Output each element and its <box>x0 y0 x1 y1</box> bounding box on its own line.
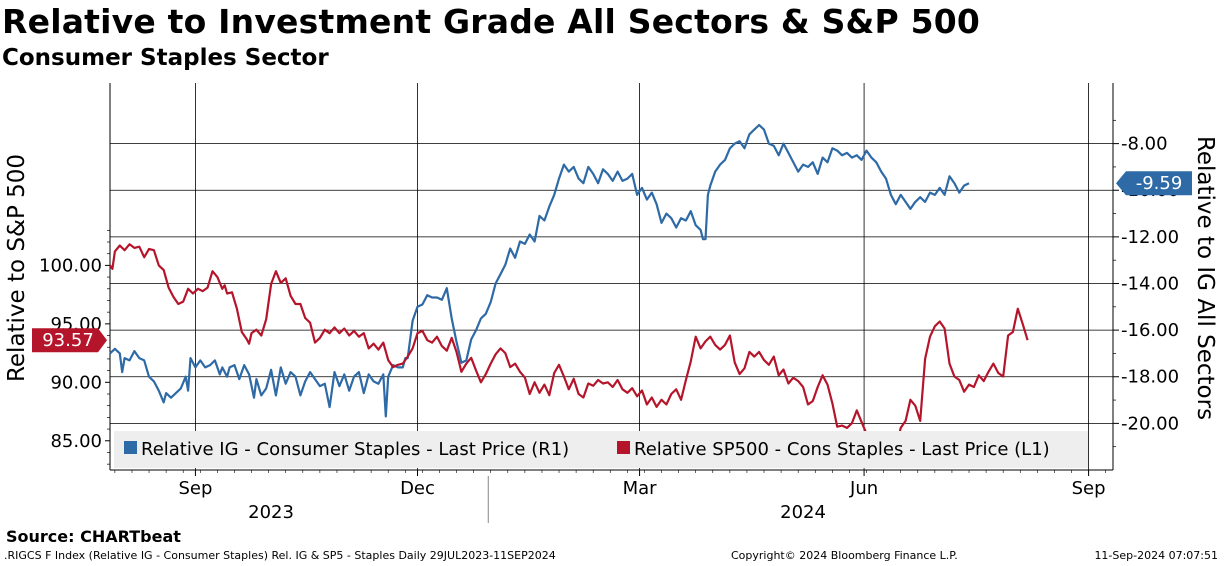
series-lines <box>109 123 1029 455</box>
x-tick-label: Sep <box>178 478 212 499</box>
legend-swatch-sp <box>617 441 630 454</box>
legend-label-sp: Relative SP500 - Cons Staples - Last Pri… <box>634 439 1050 460</box>
ig-last-value-text: -9.59 <box>1136 173 1183 194</box>
left-tick-label: 90.00 <box>50 372 102 393</box>
sp500-last-value-tag <box>32 328 107 353</box>
chart-subtitle: Consumer Staples Sector <box>2 45 329 71</box>
ig-series-line <box>109 123 970 418</box>
year-label: 2023 <box>248 502 294 523</box>
sp500-last-value-text: 93.57 <box>42 330 94 351</box>
left-axis-title: Relative to S&P 500 <box>4 154 30 382</box>
x-tick-label: Jun <box>849 478 878 499</box>
x-tick-label: Mar <box>623 478 658 499</box>
timestamp: 11-Sep-2024 07:07:51 <box>1094 549 1218 562</box>
copyright-note: Copyright© 2024 Bloomberg Finance L.P. <box>731 549 958 562</box>
x-tick-label: Sep <box>1072 478 1106 499</box>
chart-title: Relative to Investment Grade All Sectors… <box>2 2 981 41</box>
right-tick-label: -18.00 <box>1121 367 1179 388</box>
right-tick-label: -12.00 <box>1121 227 1179 248</box>
left-tick-label: 100.00 <box>39 255 102 276</box>
sp500-series-line <box>109 243 1029 455</box>
source-note: Source: CHARTbeat <box>6 527 181 546</box>
right-tick-label: -16.00 <box>1121 320 1179 341</box>
ig-last-value-tag <box>1116 171 1192 196</box>
left-tick-label: 85.00 <box>50 431 102 452</box>
legend-label-ig: Relative IG - Consumer Staples - Last Pr… <box>141 439 569 460</box>
year-label: 2024 <box>780 502 826 523</box>
right-tick-label: -14.00 <box>1121 273 1179 294</box>
right-tick-label: -20.00 <box>1121 413 1179 434</box>
legend-swatch-ig <box>124 441 137 454</box>
legend-background <box>114 431 1088 468</box>
legend: Relative IG - Consumer Staples - Last Pr… <box>114 431 1088 468</box>
x-tick-label: Dec <box>400 478 435 499</box>
right-axis-title: Relative to IG All Sectors <box>1192 136 1218 420</box>
index-info: .RIGCS F Index (Relative IG - Consumer S… <box>4 549 556 562</box>
grid-lines <box>110 83 1113 470</box>
right-tick-label: -8.00 <box>1121 134 1168 155</box>
last-value-tags: -9.59 93.57 <box>32 171 1192 353</box>
